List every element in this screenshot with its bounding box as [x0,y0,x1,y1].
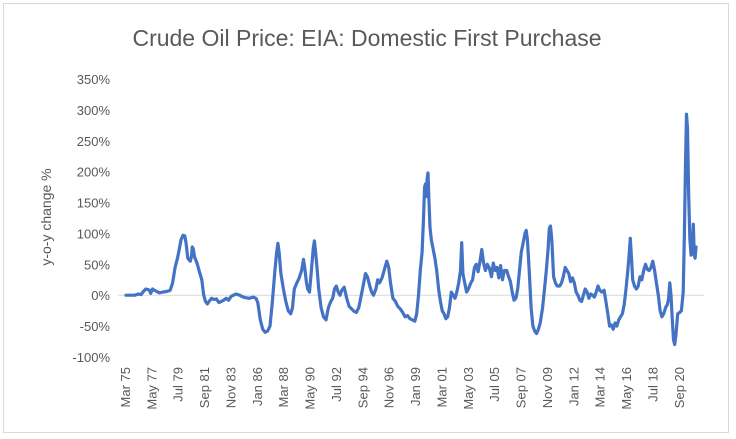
x-tick-label: Sep 81 [197,367,212,408]
x-tick-label: Jan 12 [566,367,581,406]
x-tick-label: Mar 14 [593,367,608,407]
x-tick-label: Jan 99 [408,367,423,406]
y-tick-label: 50% [84,257,110,272]
y-tick-label: 200% [77,165,111,180]
x-tick-label: Sep 94 [355,367,370,408]
y-tick-label: 350% [77,72,111,87]
x-tick-label: May 03 [461,367,476,410]
y-tick-label: 250% [77,134,111,149]
x-tick-label: Mar 88 [276,367,291,407]
x-tick-label: Jan 86 [250,367,265,406]
y-axis-label: y-o-y change % [38,168,54,265]
y-tick-label: 150% [77,196,111,211]
x-tick-label: May 16 [619,367,634,410]
x-tick-label: Jul 05 [487,367,502,402]
series-line [124,112,698,347]
x-tick-label: Sep 07 [514,367,529,408]
x-tick-label: Nov 09 [540,367,555,408]
x-tick-label: May 90 [303,367,318,410]
y-tick-label: -50% [80,319,111,334]
x-tick-label: Jul 79 [171,367,186,402]
x-tick-label: May 77 [144,367,159,410]
x-tick-label: Nov 83 [223,367,238,408]
x-tick-label: Sep 20 [672,367,687,408]
chart-title: Crude Oil Price: EIA: Domestic First Pur… [132,25,601,51]
y-tick-label: -100% [72,350,110,365]
y-axis-ticks: 350% 300% 250% 200% 150% 100% 50% 0% -50% -100% [72,72,110,365]
x-axis-ticks: Mar 75 May 77 Jul 79 Sep 81 Nov 83 Jan 86 Mar … [118,367,687,410]
y-tick-label: 0% [91,288,110,303]
x-tick-label: Mar 75 [118,367,133,407]
y-tick-label: 100% [77,226,111,241]
x-tick-label: Jul 18 [645,367,660,402]
chart-frame [3,3,729,433]
x-tick-label: Nov 96 [382,367,397,408]
x-tick-label: Mar 01 [434,367,449,407]
y-tick-label: 300% [77,103,111,118]
x-tick-label: Jul 92 [329,367,344,402]
